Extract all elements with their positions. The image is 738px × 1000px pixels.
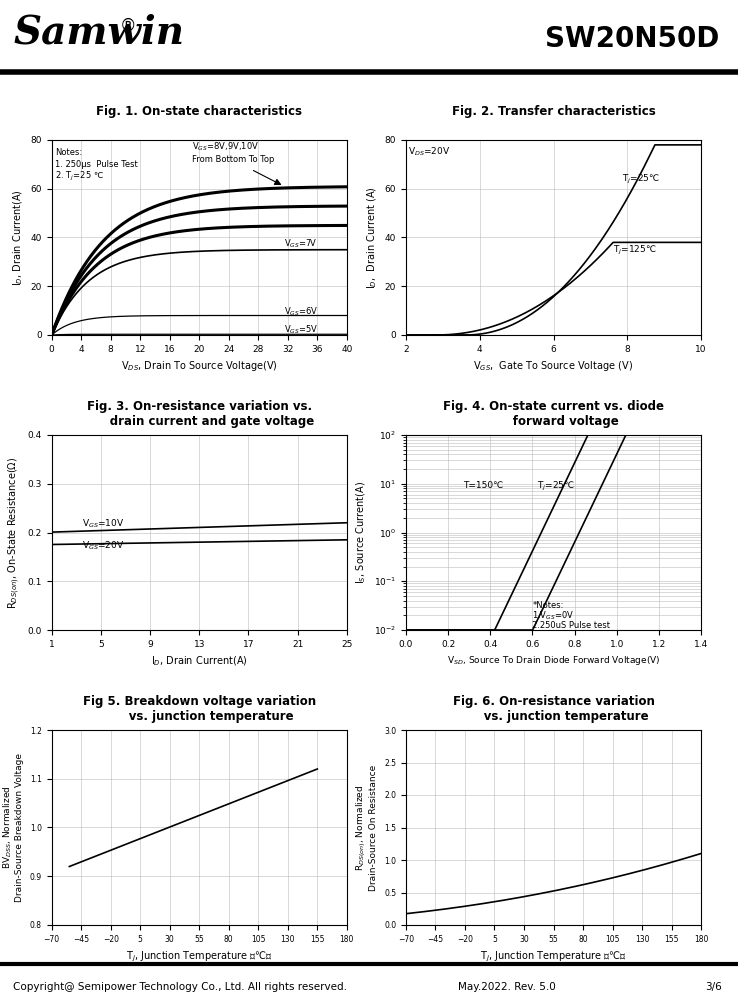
X-axis label: T$_j$, Junction Temperature （℃）: T$_j$, Junction Temperature （℃） bbox=[126, 949, 272, 964]
Text: Fig. 3. On-resistance variation vs.
      drain current and gate voltage: Fig. 3. On-resistance variation vs. drai… bbox=[85, 400, 314, 428]
Text: ®: ® bbox=[120, 17, 136, 35]
Text: T$_j$=25℃: T$_j$=25℃ bbox=[621, 173, 660, 186]
Text: Fig 5. Breakdown voltage variation
      vs. junction temperature: Fig 5. Breakdown voltage variation vs. j… bbox=[83, 695, 316, 723]
Text: V$_{GS}$=10V: V$_{GS}$=10V bbox=[83, 517, 125, 530]
Text: Fig. 1. On-state characteristics: Fig. 1. On-state characteristics bbox=[96, 105, 303, 118]
Text: T$_j$=125℃: T$_j$=125℃ bbox=[613, 244, 656, 257]
Text: Fig. 2. Transfer characteristics: Fig. 2. Transfer characteristics bbox=[452, 105, 655, 118]
Text: V$_{GS}$=6V: V$_{GS}$=6V bbox=[284, 305, 319, 318]
Y-axis label: BV$_{DSS}$, Normalized
Drain-Source Breakdown Voltage: BV$_{DSS}$, Normalized Drain-Source Brea… bbox=[1, 753, 24, 902]
Text: Copyright@ Semipower Technology Co., Ltd. All rights reserved.: Copyright@ Semipower Technology Co., Ltd… bbox=[13, 982, 348, 992]
Text: V$_{GS}$=7V: V$_{GS}$=7V bbox=[284, 237, 317, 250]
Text: V$_{GS}$=5V: V$_{GS}$=5V bbox=[284, 324, 319, 336]
Text: 1. 250μs  Pulse Test: 1. 250μs Pulse Test bbox=[55, 160, 138, 169]
Text: May.2022. Rev. 5.0: May.2022. Rev. 5.0 bbox=[458, 982, 555, 992]
X-axis label: V$_{GS}$,  Gate To Source Voltage (V): V$_{GS}$, Gate To Source Voltage (V) bbox=[474, 359, 633, 373]
Text: V$_{GS}$=8V,9V,10V: V$_{GS}$=8V,9V,10V bbox=[192, 141, 259, 153]
X-axis label: V$_{DS}$, Drain To Source Voltage(V): V$_{DS}$, Drain To Source Voltage(V) bbox=[121, 359, 277, 373]
Y-axis label: R$_{DS(on)}$, On-State Resistance(Ω): R$_{DS(on)}$, On-State Resistance(Ω) bbox=[7, 456, 22, 609]
Y-axis label: I$_D$, Drain Current(A): I$_D$, Drain Current(A) bbox=[11, 189, 25, 286]
Text: From Bottom To Top: From Bottom To Top bbox=[192, 155, 275, 164]
Text: Notes:: Notes: bbox=[55, 148, 83, 157]
Text: 1.V$_{GS}$=0V: 1.V$_{GS}$=0V bbox=[532, 610, 575, 622]
Y-axis label: I$_S$, Source Current(A): I$_S$, Source Current(A) bbox=[355, 481, 368, 584]
X-axis label: V$_{SD}$, Source To Drain Diode Forward Voltage(V): V$_{SD}$, Source To Drain Diode Forward … bbox=[446, 654, 661, 667]
Text: 2. T$_j$=25 ℃: 2. T$_j$=25 ℃ bbox=[55, 170, 104, 183]
Text: V$_{DS}$=20V: V$_{DS}$=20V bbox=[407, 146, 450, 158]
Text: T$_j$=25℃: T$_j$=25℃ bbox=[537, 480, 575, 493]
X-axis label: T$_j$, Junction Temperature （℃）: T$_j$, Junction Temperature （℃） bbox=[480, 949, 627, 964]
Text: Fig. 6. On-resistance variation
      vs. junction temperature: Fig. 6. On-resistance variation vs. junc… bbox=[452, 695, 655, 723]
X-axis label: I$_D$, Drain Current(A): I$_D$, Drain Current(A) bbox=[151, 654, 247, 668]
Text: 2.250uS Pulse test: 2.250uS Pulse test bbox=[532, 621, 610, 630]
Text: Fig. 4. On-state current vs. diode
      forward voltage: Fig. 4. On-state current vs. diode forwa… bbox=[443, 400, 664, 428]
Text: *Notes:: *Notes: bbox=[532, 601, 564, 610]
Y-axis label: R$_{DS(on)}$, Normalized
Drain-Source On Resistance: R$_{DS(on)}$, Normalized Drain-Source On… bbox=[354, 764, 379, 891]
Text: V$_{GS}$=20V: V$_{GS}$=20V bbox=[83, 539, 125, 552]
Text: T=150℃: T=150℃ bbox=[463, 481, 503, 490]
Y-axis label: I$_D$,  Drain Current (A): I$_D$, Drain Current (A) bbox=[365, 186, 379, 289]
Text: SW20N50D: SW20N50D bbox=[545, 25, 720, 53]
Text: Samwin: Samwin bbox=[13, 14, 184, 52]
Text: 3/6: 3/6 bbox=[705, 982, 722, 992]
